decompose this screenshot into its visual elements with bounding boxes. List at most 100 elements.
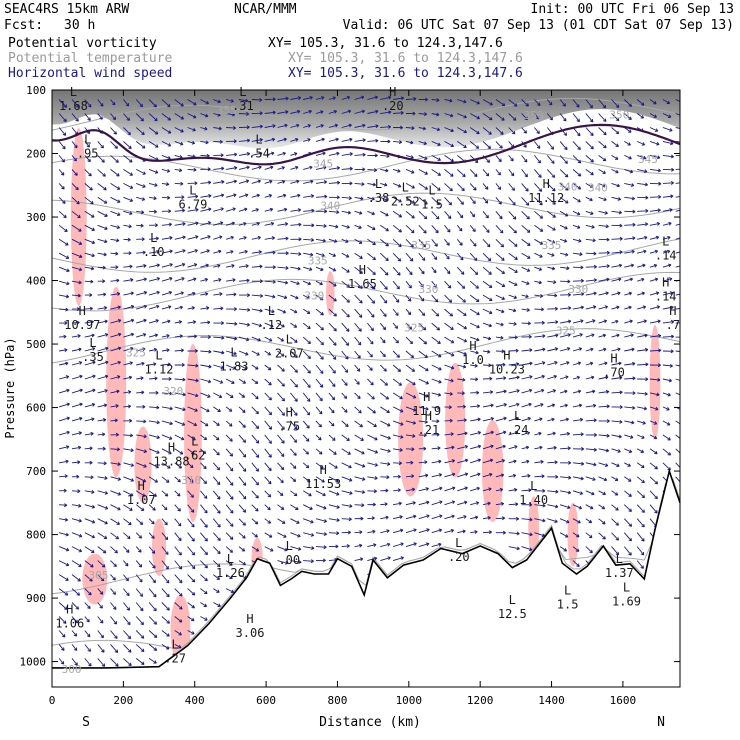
wind-vector xyxy=(290,434,298,443)
wind-vector xyxy=(303,266,313,271)
field-theta-name: Potential temperature xyxy=(8,51,173,66)
wind-vector xyxy=(546,169,556,178)
wind-vector xyxy=(264,250,276,255)
wind-vector xyxy=(560,475,572,480)
wind-vector xyxy=(392,542,404,548)
wind-vector xyxy=(174,320,183,324)
wind-vector xyxy=(341,322,350,332)
wind-vector xyxy=(495,266,506,275)
wind-vector xyxy=(534,155,541,164)
wind-vector xyxy=(174,334,183,339)
wind-vector xyxy=(482,530,492,535)
wind-vector xyxy=(380,420,391,427)
wind-vector xyxy=(174,305,184,310)
wind-vector xyxy=(637,391,648,396)
wind-vector xyxy=(508,335,518,340)
wind-vector xyxy=(238,546,246,552)
extremum-value: .20 xyxy=(382,99,404,113)
wind-vector xyxy=(302,490,312,497)
wind-vector xyxy=(226,278,236,282)
wind-vector xyxy=(444,445,455,450)
wind-vector xyxy=(328,166,340,170)
wind-vector xyxy=(135,532,143,539)
wind-vector xyxy=(71,320,80,325)
wind-vector xyxy=(482,515,491,520)
wind-vector xyxy=(174,574,183,584)
wind-vector xyxy=(508,210,517,220)
wind-vector xyxy=(585,264,597,269)
wind-vector xyxy=(123,546,130,553)
wind-vector xyxy=(277,222,289,226)
wind-vector xyxy=(71,445,82,450)
wind-vector xyxy=(97,238,108,244)
wind-vector xyxy=(161,305,172,310)
wind-vector xyxy=(611,305,620,310)
model-title: SEAC4RS 15km ARW xyxy=(4,2,130,17)
wind-vector xyxy=(534,474,545,479)
wind-vector xyxy=(58,546,70,552)
wind-vector xyxy=(328,462,338,469)
y-tick-label: 700 xyxy=(26,465,46,478)
wind-vector xyxy=(457,472,469,478)
wind-vector xyxy=(598,462,609,467)
wind-vector xyxy=(367,502,376,507)
wind-vector xyxy=(380,529,390,534)
wind-vector xyxy=(303,124,311,128)
wind-vector xyxy=(161,263,173,268)
wind-vector xyxy=(598,291,609,296)
wind-vector xyxy=(354,448,365,455)
extremum-type: L xyxy=(89,336,96,350)
wind-vector xyxy=(251,462,260,472)
wind-vector xyxy=(546,99,553,106)
wind-vector xyxy=(624,420,635,425)
wind-vector xyxy=(213,235,223,240)
wind-vector xyxy=(187,249,198,254)
wind-vector xyxy=(290,336,298,343)
wind-vector xyxy=(328,350,337,360)
wind-vector xyxy=(136,318,147,324)
wind-vector xyxy=(84,333,95,338)
wind-vector xyxy=(649,490,658,500)
wind-vector xyxy=(200,490,208,499)
wind-vector xyxy=(341,294,350,303)
wind-vector xyxy=(611,434,622,439)
wind-vector xyxy=(431,528,443,534)
wind-vector xyxy=(174,195,185,200)
wind-vector xyxy=(277,392,285,402)
wind-vector xyxy=(328,123,339,128)
wind-vector xyxy=(161,195,171,200)
extremum-type: L xyxy=(239,85,246,99)
wind-vector xyxy=(226,139,237,144)
wind-vector xyxy=(405,487,416,492)
pv-contour-layer xyxy=(52,123,680,166)
wind-vector xyxy=(508,252,518,260)
wind-vector xyxy=(547,417,555,422)
wind-vector xyxy=(495,473,505,478)
wind-vector xyxy=(161,235,173,240)
wind-vector xyxy=(58,169,65,176)
wind-vector xyxy=(482,266,492,275)
wind-vector xyxy=(123,390,132,395)
wind-vector xyxy=(290,179,300,184)
wind-vector xyxy=(149,405,160,410)
wind-vector xyxy=(405,224,415,234)
wind-vector xyxy=(238,532,246,539)
wind-vector xyxy=(469,183,477,191)
wind-vector xyxy=(470,377,479,382)
wind-vector xyxy=(559,224,568,230)
wind-vector xyxy=(212,476,221,486)
wind-vector xyxy=(71,489,81,494)
wind-vector xyxy=(662,448,672,456)
wind-vector xyxy=(598,419,610,423)
wind-vector xyxy=(354,308,363,318)
wind-vector xyxy=(559,546,568,552)
wind-vector xyxy=(418,433,427,438)
wind-vector xyxy=(469,266,479,276)
wind-vector xyxy=(341,166,353,171)
wind-vector xyxy=(290,252,302,256)
wind-vector xyxy=(611,319,619,324)
wind-vector xyxy=(341,517,352,522)
wind-vector xyxy=(392,168,401,173)
wind-vector xyxy=(200,602,208,607)
wind-vector xyxy=(110,389,120,394)
